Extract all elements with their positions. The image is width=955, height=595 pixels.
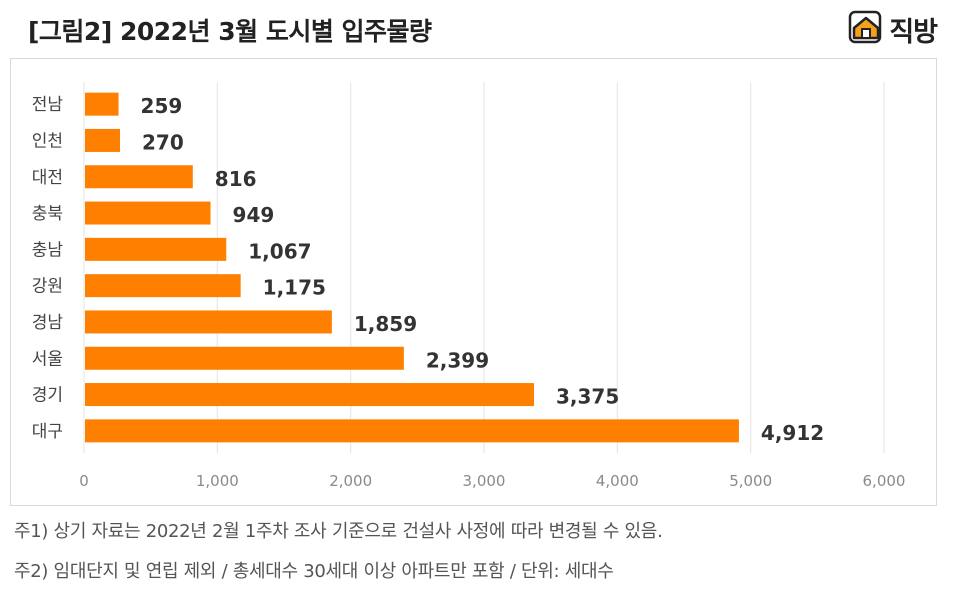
brand-logo: 직방 bbox=[847, 8, 938, 50]
x-tick-label: 4,000 bbox=[596, 472, 639, 490]
data-label: 1,175 bbox=[263, 276, 326, 300]
category-label: 서울 bbox=[32, 349, 63, 369]
data-label: 3,375 bbox=[556, 385, 619, 409]
bar-chart: 0 1,000 2,000 3,000 4,000 5,000 6,000 전남 259 인천 27… bbox=[32, 82, 906, 490]
bar bbox=[85, 310, 332, 334]
category-label: 인천 bbox=[32, 131, 63, 151]
bar bbox=[85, 128, 120, 152]
bar bbox=[85, 346, 404, 370]
data-label: 1,067 bbox=[248, 239, 311, 263]
category-label: 강원 bbox=[32, 277, 63, 297]
data-label: 4,912 bbox=[761, 421, 824, 445]
bar bbox=[85, 274, 241, 298]
category-label: 충남 bbox=[32, 240, 64, 260]
x-tick-label: 6,000 bbox=[863, 472, 906, 490]
brand-name: 직방 bbox=[889, 16, 938, 48]
category-label: 경기 bbox=[32, 386, 63, 406]
page-title: [그림2] 2022년 3월 도시별 입주물량 bbox=[28, 17, 432, 46]
category-label: 충북 bbox=[32, 204, 63, 224]
x-tick-label: 1,000 bbox=[196, 472, 239, 490]
x-tick-label: 2,000 bbox=[329, 472, 372, 490]
x-tick-label: 3,000 bbox=[463, 472, 506, 490]
bar bbox=[85, 419, 739, 443]
data-label: 270 bbox=[142, 130, 184, 154]
footnote-2: 주2) 임대단지 및 연립 제외 / 총세대수 30세대 이상 아파트만 포함 … bbox=[14, 561, 614, 582]
bar bbox=[85, 165, 193, 189]
footnote-1: 주1) 상기 자료는 2022년 2월 1주차 조사 기준으로 건설사 사정에 … bbox=[14, 521, 663, 542]
data-label: 816 bbox=[215, 167, 257, 191]
data-label: 259 bbox=[141, 94, 183, 118]
bar bbox=[85, 92, 119, 116]
category-label: 경남 bbox=[32, 313, 64, 333]
data-label: 1,859 bbox=[354, 312, 417, 336]
house-logo-icon bbox=[847, 8, 885, 50]
x-tick-label: 5,000 bbox=[729, 472, 772, 490]
bar bbox=[85, 237, 227, 261]
category-label: 대전 bbox=[32, 168, 63, 188]
bar bbox=[85, 383, 534, 407]
category-label: 전남 bbox=[32, 95, 64, 115]
data-label: 949 bbox=[233, 203, 275, 227]
bar bbox=[85, 201, 211, 225]
data-label: 2,399 bbox=[426, 348, 489, 372]
x-tick-label: 0 bbox=[79, 472, 89, 490]
category-label: 대구 bbox=[32, 422, 63, 442]
